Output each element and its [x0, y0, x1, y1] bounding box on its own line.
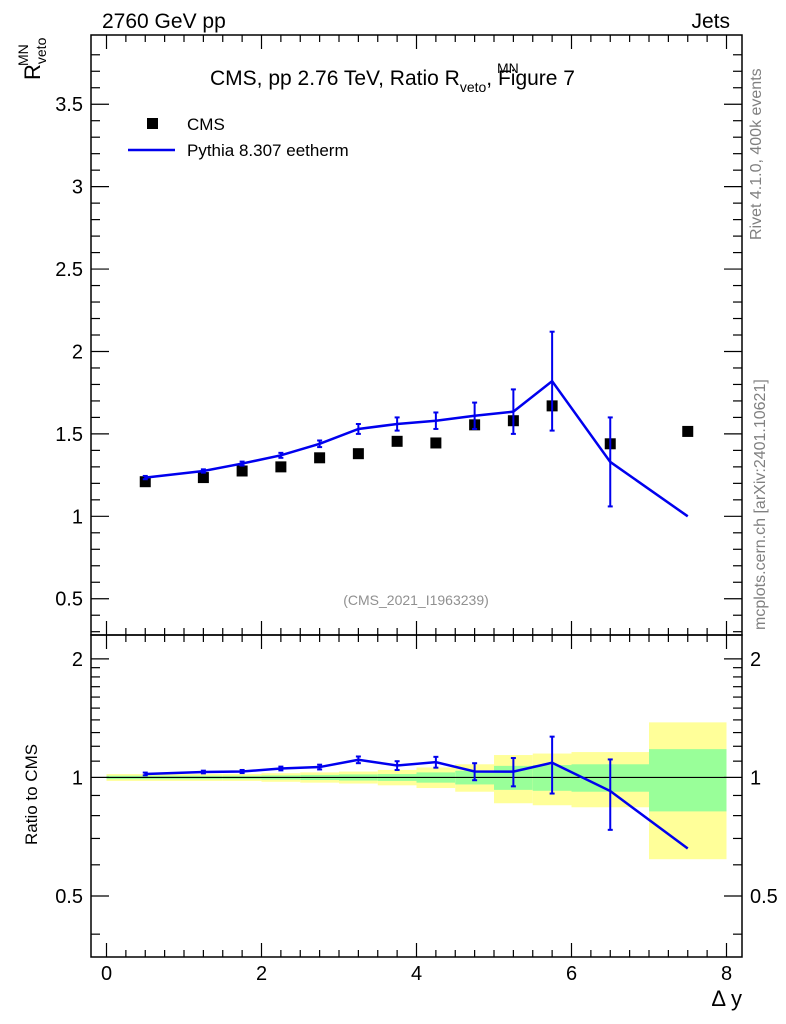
title-sup: MN — [497, 60, 519, 76]
ratio-y-axis-label: Ratio to CMS — [22, 744, 41, 845]
mcplots-label: mcplots.cern.ch [arXiv:2401.10621] — [752, 379, 769, 630]
x-tick-label: 8 — [721, 963, 732, 985]
data-point — [352, 448, 364, 460]
ratio-mc-line — [145, 758, 689, 850]
title-suffix: , Figure 7 — [486, 67, 575, 90]
data-point — [139, 476, 151, 488]
ratio-y-tick-label-left: 0.5 — [55, 886, 83, 908]
main-y-tick-label: 1 — [72, 506, 83, 528]
main-y-tick-label: 2.5 — [55, 259, 83, 281]
main-y-tick-label: 3 — [72, 177, 83, 199]
ratio-y-tick-label-right: 2 — [750, 649, 761, 671]
x-tick-label: 0 — [101, 963, 112, 985]
legend: CMS Pythia 8.307 eetherm — [128, 115, 349, 160]
analysis-watermark: (CMS_2021_I1963239) — [343, 592, 489, 608]
ratio-mc-series — [142, 735, 689, 850]
main-y-axis-label: Rveto MN — [15, 37, 49, 80]
ratio-y-tick-label-right: 0.5 — [750, 886, 778, 908]
title-sub: veto — [460, 79, 487, 95]
axes-ticks — [91, 35, 742, 957]
x-tick-label: 4 — [411, 963, 422, 985]
x-axis-label: Δ y — [711, 986, 742, 1011]
ylabel-sub: veto — [33, 37, 49, 64]
title-prefix: CMS, pp 2.76 TeV, Ratio R — [210, 67, 460, 90]
legend-data-marker — [147, 118, 158, 129]
header-right-label: Jets — [691, 10, 730, 33]
ratio-y-tick-label-left: 2 — [72, 649, 83, 671]
ylabel-base: R — [20, 64, 45, 80]
data-point — [275, 461, 287, 473]
chart-title: CMS, pp 2.76 TeV, Ratio Rveto, Figure 7 — [210, 67, 575, 95]
data-point — [236, 465, 248, 477]
rivet-label: Rivet 4.1.0, 400k events — [748, 68, 765, 240]
svg-text:Rveto: Rveto — [20, 37, 49, 80]
axes-frames — [90, 34, 743, 958]
data-point — [682, 425, 694, 437]
ratio-band-inner — [649, 749, 727, 812]
data-point — [314, 452, 326, 464]
data-point — [197, 472, 209, 484]
header-left-label: 2760 GeV pp — [102, 10, 226, 33]
main-mc-series — [142, 330, 689, 518]
ratio-y-tick-label-left: 1 — [72, 767, 83, 789]
main-y-tick-label: 0.5 — [55, 589, 83, 611]
legend-data-label: CMS — [187, 115, 225, 134]
tick-labels: 0.5 1 1.5 2 2.5 3 3.5 0.5 0.5 1 1 2 2 0 2 4 6 8 — [55, 94, 778, 985]
ratio-bands — [106, 722, 727, 860]
main-y-tick-label: 1.5 — [55, 424, 83, 446]
data-point — [391, 435, 403, 447]
main-y-tick-label: 2 — [72, 341, 83, 363]
ratio-y-tick-label-right: 1 — [750, 767, 761, 789]
x-tick-label: 6 — [566, 963, 577, 985]
x-tick-label: 2 — [256, 963, 267, 985]
ylabel-sup: MN — [15, 44, 31, 66]
legend-mc-label: Pythia 8.307 eetherm — [187, 141, 349, 160]
data-point — [430, 437, 442, 449]
main-y-tick-label: 3.5 — [55, 94, 83, 116]
